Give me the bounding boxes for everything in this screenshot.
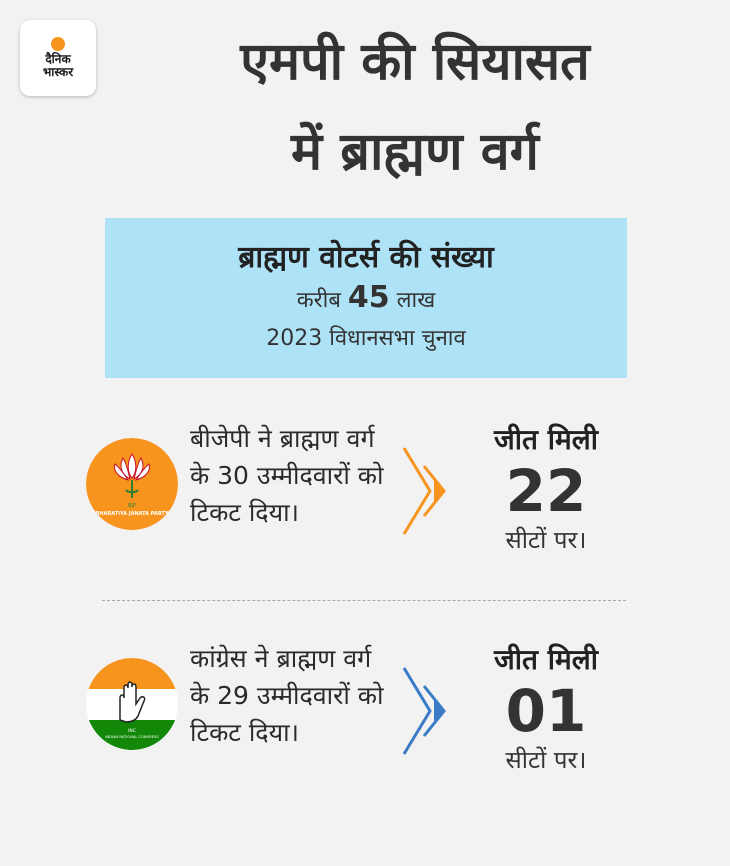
congress-logo: INC INDIAN NATIONAL CONGRESS [86,658,178,750]
double-chevron-blue-icon [400,666,454,760]
congress-seats-suffix: सीटों पर। [505,746,587,774]
bjp-logo-abbr: BJP [128,503,136,509]
row-divider [102,600,626,601]
congress-won-label: जीत मिली [494,643,598,676]
voter-count-number: 45 [347,280,390,315]
bjp-logo: BJP BHARATIYA JANATA PARTY [86,438,178,530]
brahmin-voters-info-box: ब्राह्मण वोटर्स की संख्या करीब 45 लाख 20… [105,218,627,378]
sun-icon [51,37,65,51]
congress-description: कांग्रेस ने ब्राह्मण वर्ग के 29 उम्मीदवा… [190,644,384,747]
congress-result: जीत मिली 01 सीटों पर। [466,640,626,778]
voter-count-line: करीब 45 लाख [105,278,627,321]
election-label: 2023 विधानसभा चुनाव [266,326,466,351]
bjp-result: जीत मिली 22 सीटों पर। [466,420,626,558]
voter-count-unit: लाख [396,288,436,313]
brand-line-2: भास्कर [42,65,74,79]
page-title-line-2: में ब्राह्मण वर्ग [291,122,539,182]
bjp-description: बीजेपी ने ब्राह्मण वर्ग के 30 उम्मीदवारो… [190,424,384,527]
congress-seats-won: 01 [505,677,587,745]
bjp-seats-suffix: सीटों पर। [505,526,587,554]
dainik-bhaskar-logo: दैनिक भास्कर [20,20,96,96]
info-heading: ब्राह्मण वोटर्स की संख्या [238,240,494,275]
bjp-logo-text: BHARATIYA JANATA PARTY [96,511,169,517]
approx-label: करीब [296,288,341,313]
brand-line-1: दैनिक [45,52,71,66]
congress-logo-abbr: INC [128,728,136,734]
bjp-seats-won: 22 [505,457,587,525]
congress-logo-text: INDIAN NATIONAL CONGRESS [105,735,159,739]
page-title-line-1: एमपी की सियासत [240,32,590,92]
bjp-won-label: जीत मिली [494,423,598,456]
double-chevron-orange-icon [400,446,454,540]
